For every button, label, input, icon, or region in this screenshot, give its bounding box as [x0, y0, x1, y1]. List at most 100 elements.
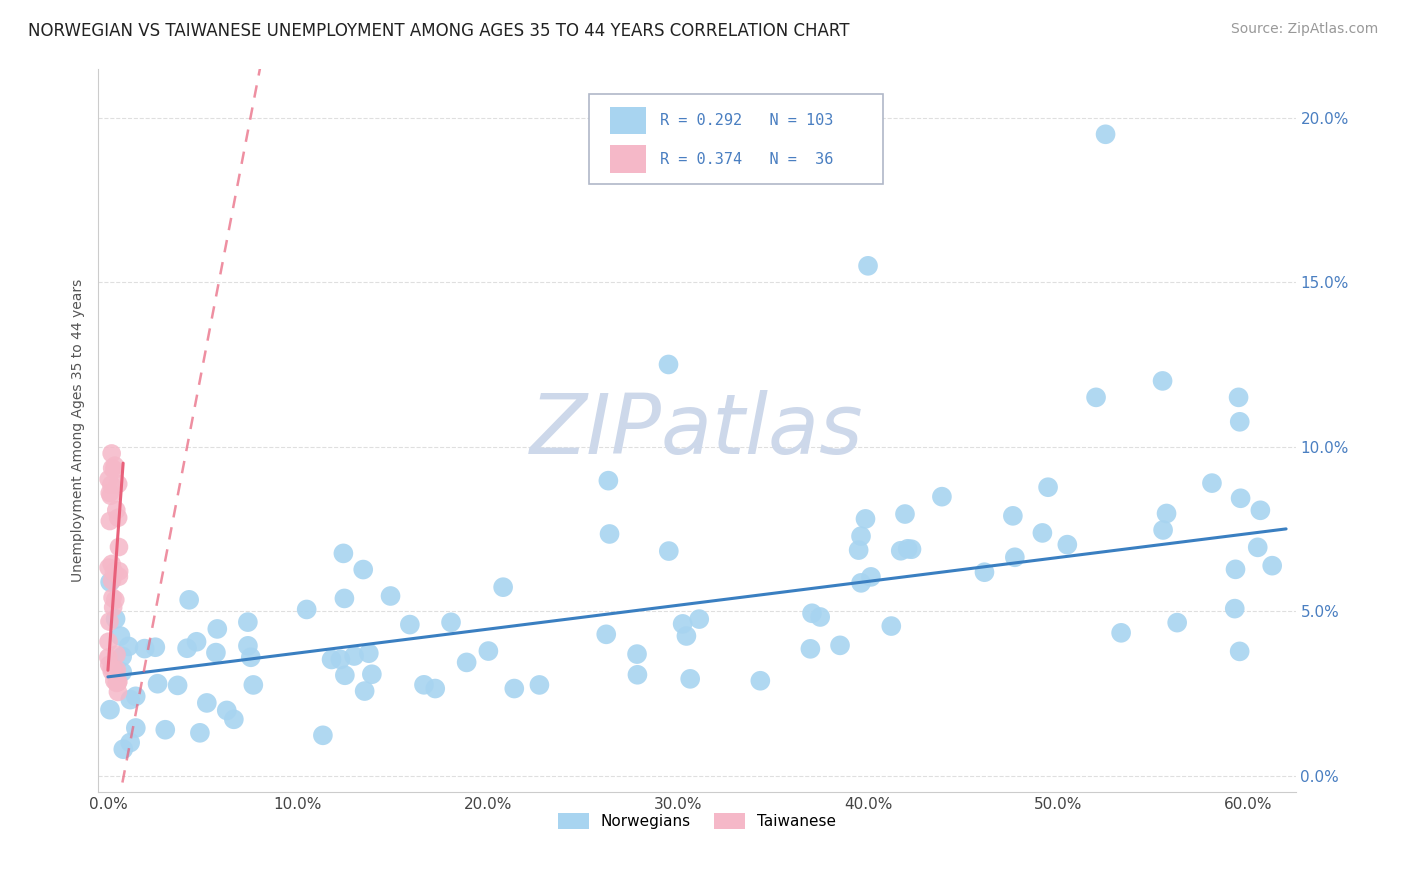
Point: [413, 678, 436, 692]
Point: [801, 607, 824, 621]
Point: [848, 543, 870, 558]
Point: [236, 639, 259, 653]
Point: [440, 615, 463, 630]
Point: [1229, 644, 1251, 658]
Point: [100, 446, 122, 460]
Point: [236, 615, 259, 629]
Point: [107, 477, 129, 491]
Point: [894, 507, 917, 521]
Point: [166, 678, 188, 692]
Point: [856, 259, 879, 273]
Point: [101, 461, 124, 475]
Point: [105, 676, 128, 690]
Point: [749, 673, 772, 688]
Point: [1056, 538, 1078, 552]
Point: [97, 560, 120, 574]
Point: [828, 638, 851, 652]
FancyBboxPatch shape: [589, 94, 883, 185]
Point: [215, 703, 238, 717]
Point: [1031, 525, 1053, 540]
Point: [143, 640, 166, 655]
Point: [1166, 615, 1188, 630]
Point: [242, 678, 264, 692]
Point: [380, 589, 402, 603]
Point: [107, 685, 129, 699]
Point: [799, 641, 821, 656]
Point: [195, 696, 218, 710]
Point: [105, 663, 128, 677]
Point: [1004, 550, 1026, 565]
Point: [1201, 476, 1223, 491]
Point: [855, 512, 877, 526]
Point: [98, 703, 121, 717]
Text: Source: ZipAtlas.com: Source: ZipAtlas.com: [1230, 22, 1378, 37]
Point: [98, 514, 121, 528]
Point: [207, 622, 229, 636]
Point: [100, 661, 122, 675]
Point: [675, 629, 697, 643]
Point: [859, 570, 882, 584]
Point: [357, 646, 380, 660]
Point: [108, 569, 131, 583]
Point: [1152, 523, 1174, 537]
Point: [104, 612, 127, 626]
Point: [100, 477, 122, 491]
Point: [101, 574, 124, 588]
Point: [679, 672, 702, 686]
Point: [103, 565, 125, 579]
Point: [626, 647, 648, 661]
Point: [1249, 503, 1271, 517]
Point: [849, 529, 872, 543]
Point: [105, 648, 128, 662]
Point: [222, 712, 245, 726]
Point: [880, 619, 903, 633]
Point: [1225, 562, 1247, 576]
FancyBboxPatch shape: [610, 107, 645, 135]
Point: [343, 648, 366, 663]
Point: [101, 665, 124, 679]
Point: [98, 657, 121, 672]
Point: [105, 503, 128, 517]
Point: [101, 600, 124, 615]
Point: [1247, 541, 1270, 555]
Point: [176, 641, 198, 656]
Point: [110, 629, 132, 643]
Point: [503, 681, 526, 696]
Point: [101, 591, 124, 605]
Point: [808, 610, 831, 624]
Point: [107, 674, 129, 689]
Point: [97, 634, 120, 648]
Legend: Norwegians, Taiwanese: Norwegians, Taiwanese: [553, 806, 842, 835]
Point: [352, 563, 374, 577]
Point: [146, 676, 169, 690]
Point: [107, 510, 129, 524]
Point: [595, 627, 617, 641]
Point: [626, 667, 648, 681]
Text: R = 0.292   N = 103: R = 0.292 N = 103: [659, 113, 834, 128]
Point: [360, 667, 382, 681]
Point: [1156, 507, 1178, 521]
Point: [598, 474, 620, 488]
Y-axis label: Unemployment Among Ages 35 to 44 years: Unemployment Among Ages 35 to 44 years: [72, 278, 86, 582]
Point: [103, 463, 125, 477]
Point: [329, 652, 352, 666]
Point: [931, 490, 953, 504]
Point: [425, 681, 447, 696]
Point: [120, 692, 142, 706]
Point: [312, 728, 335, 742]
Point: [98, 575, 121, 590]
Point: [186, 634, 208, 648]
Point: [1109, 625, 1132, 640]
Text: NORWEGIAN VS TAIWANESE UNEMPLOYMENT AMONG AGES 35 TO 44 YEARS CORRELATION CHART: NORWEGIAN VS TAIWANESE UNEMPLOYMENT AMON…: [28, 22, 849, 40]
Point: [107, 675, 129, 690]
Point: [1036, 480, 1059, 494]
Point: [103, 664, 125, 678]
Point: [1094, 128, 1116, 142]
Point: [672, 616, 695, 631]
Point: [353, 684, 375, 698]
Point: [295, 602, 318, 616]
Point: [321, 652, 343, 666]
Point: [100, 557, 122, 571]
Point: [179, 592, 201, 607]
Point: [456, 656, 478, 670]
